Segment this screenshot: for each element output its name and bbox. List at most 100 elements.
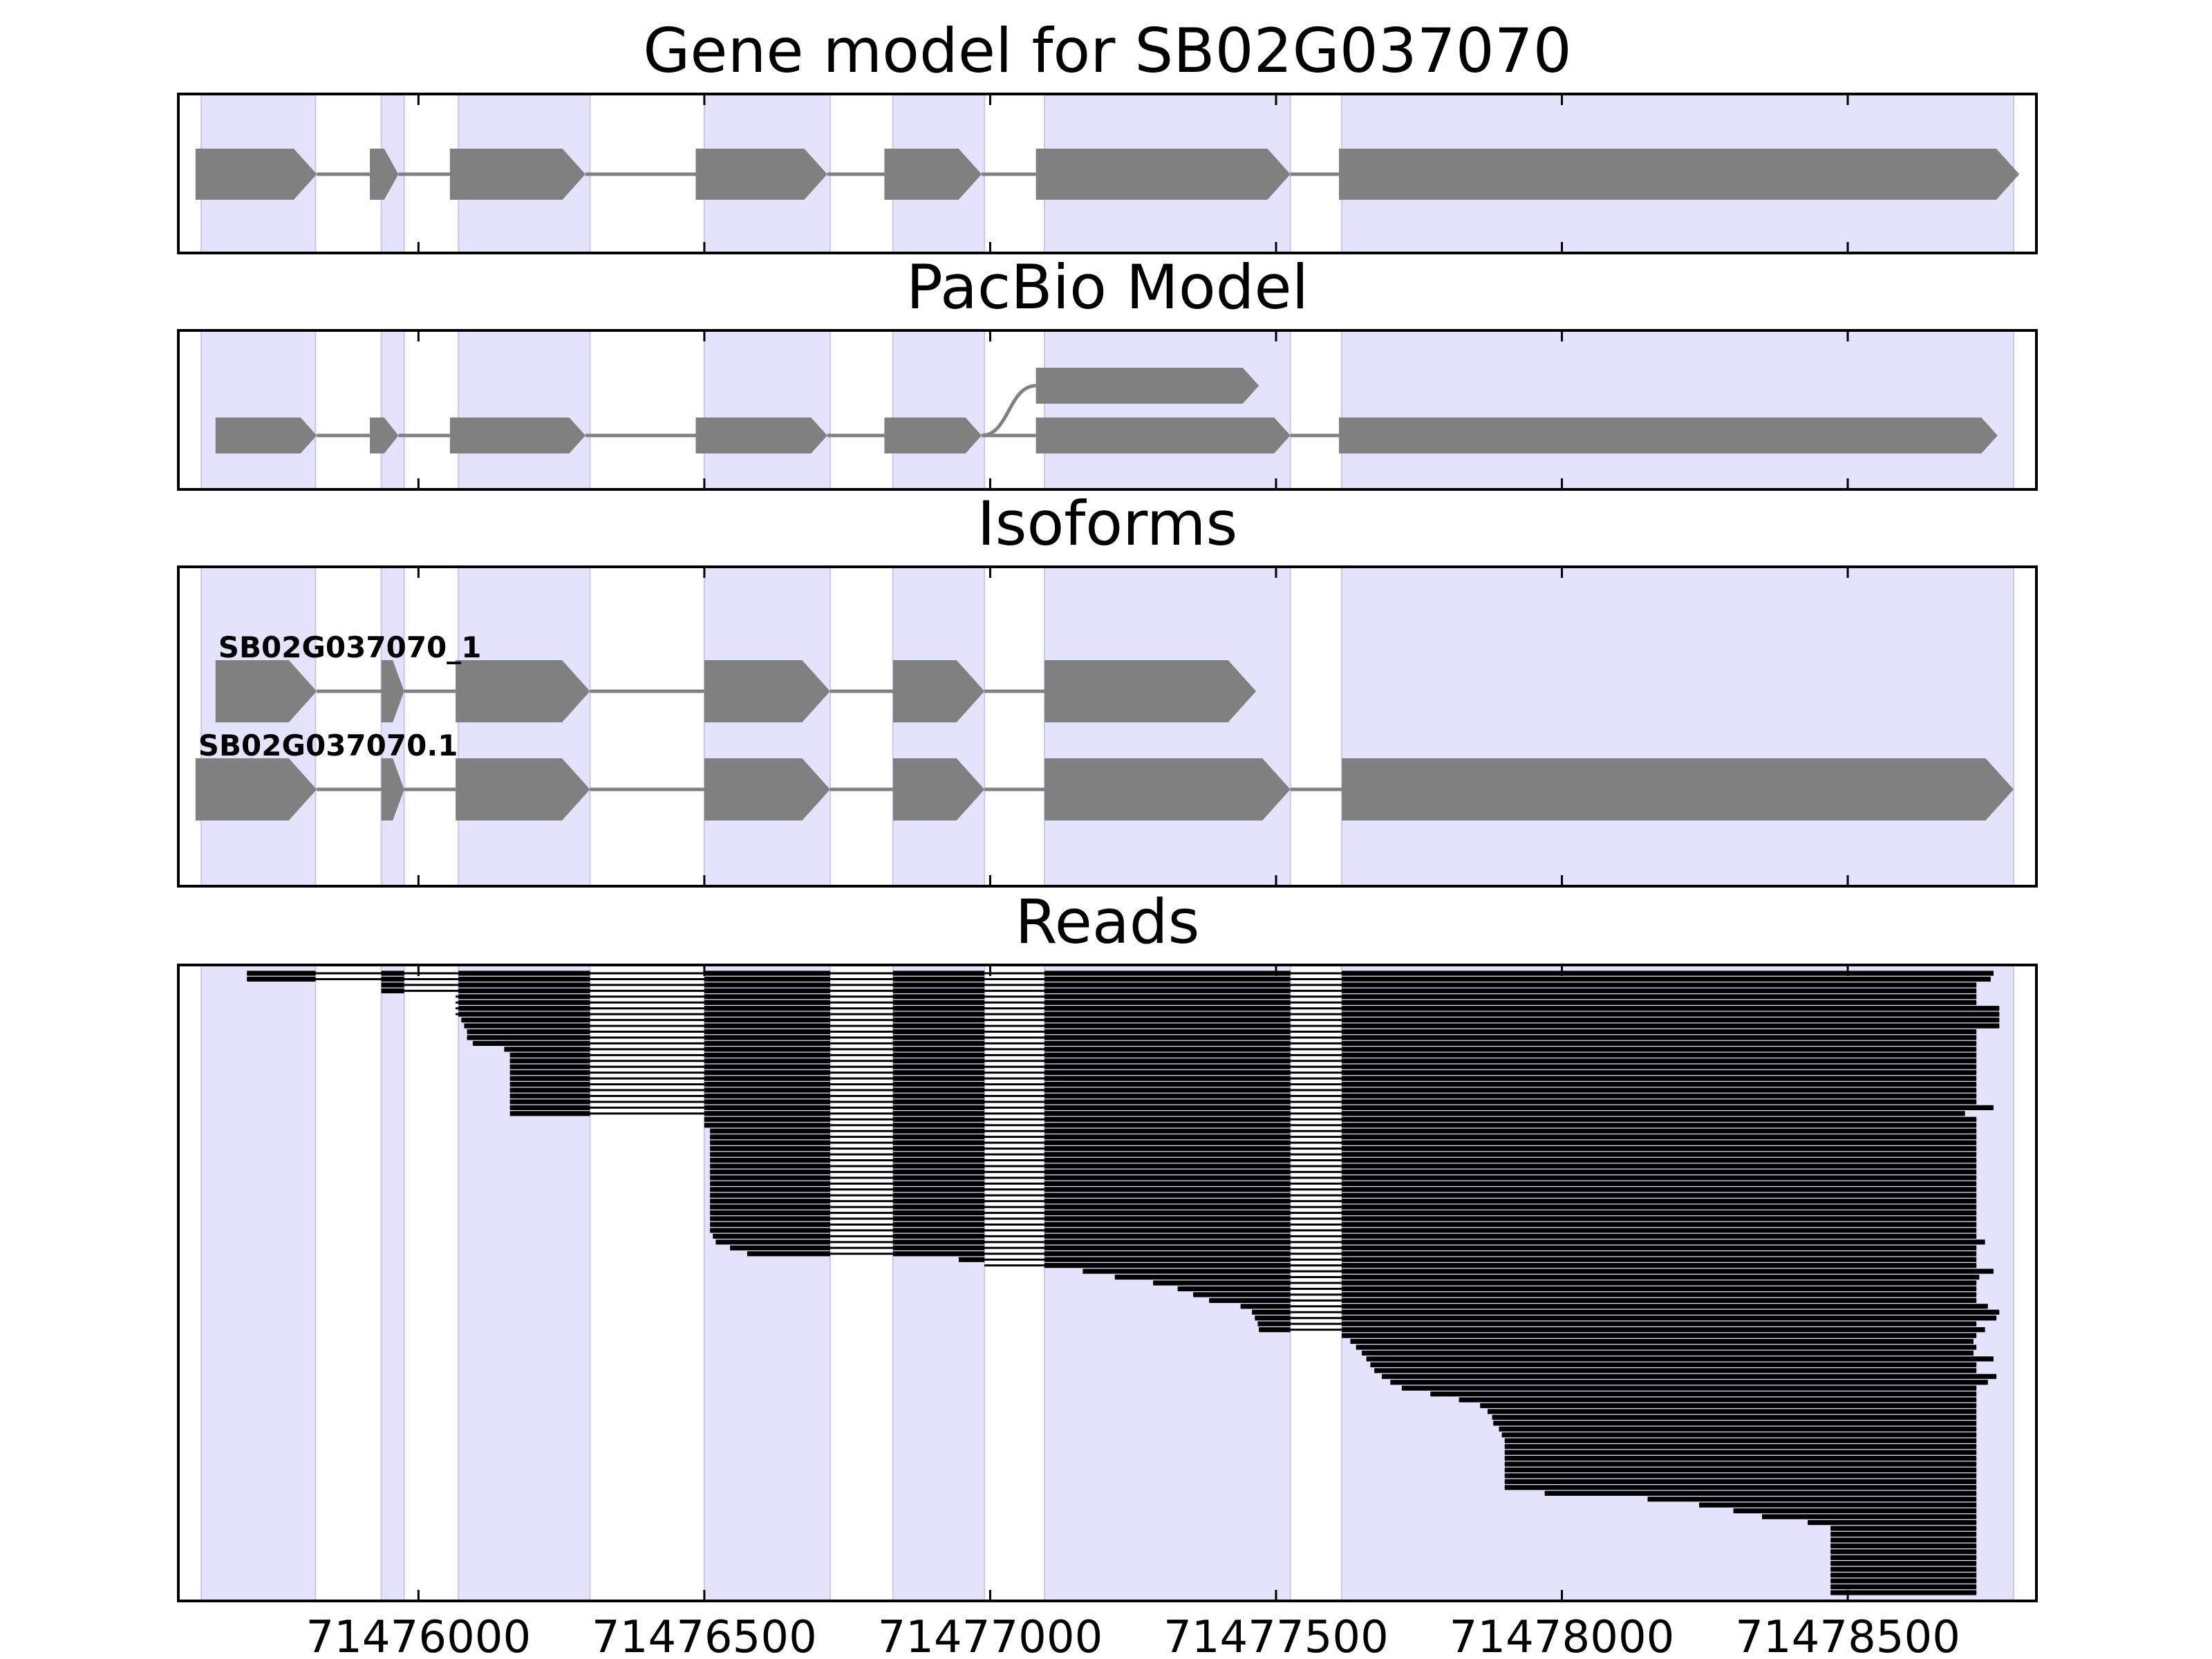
- read: [710, 1140, 1977, 1145]
- read: [710, 1181, 1977, 1186]
- read-block: [1342, 1145, 1977, 1152]
- read-block: [704, 976, 830, 982]
- read-block: [1342, 1251, 1977, 1257]
- exon: [381, 758, 404, 821]
- read-block: [892, 1192, 985, 1198]
- read-block: [1342, 1006, 2000, 1011]
- read-block: [509, 1093, 590, 1099]
- plot-area: [195, 567, 2014, 886]
- read-block: [704, 1023, 830, 1029]
- read-block: [1044, 971, 1291, 976]
- read-block: [1342, 1233, 1977, 1239]
- read-block: [1342, 982, 1977, 988]
- read-block: [1342, 1274, 1980, 1280]
- read-block: [704, 1076, 830, 1081]
- read-block: [1255, 1315, 1291, 1321]
- read: [1504, 1473, 1977, 1479]
- read: [984, 1263, 1977, 1268]
- read-block: [1342, 1140, 1977, 1145]
- read: [713, 1233, 1977, 1239]
- read-block: [892, 1111, 985, 1116]
- read-block: [1504, 1479, 1977, 1484]
- read-block: [704, 982, 830, 988]
- read-block: [509, 1111, 590, 1116]
- read-block: [1459, 1397, 1977, 1403]
- read-block: [1356, 1344, 1977, 1350]
- read-block: [710, 1204, 830, 1210]
- read-block: [1830, 1531, 1977, 1537]
- x-tick-label: 71478000: [1450, 1612, 1675, 1659]
- read-block: [1044, 1251, 1291, 1257]
- isoform-label: SB02G037070.1: [198, 729, 458, 762]
- read: [1504, 1450, 1977, 1455]
- read-block: [704, 1035, 830, 1040]
- isoform-model: [195, 758, 2014, 821]
- read-block: [710, 1163, 830, 1169]
- read-block: [710, 1140, 830, 1145]
- read-block: [1390, 1380, 1988, 1385]
- read: [715, 1239, 1985, 1245]
- exon-region-shading: [1341, 330, 2014, 489]
- read-block: [710, 1187, 830, 1192]
- read: [509, 1052, 1977, 1058]
- read-block: [704, 1000, 830, 1005]
- read: [1830, 1573, 1977, 1578]
- read-block: [1044, 1221, 1291, 1228]
- read-block: [704, 1111, 830, 1116]
- read-block: [892, 1035, 985, 1040]
- read: [1830, 1555, 1977, 1560]
- read: [710, 1210, 1977, 1216]
- read: [747, 1251, 1977, 1257]
- read-block: [1114, 1274, 1291, 1280]
- read-block: [1044, 1199, 1291, 1204]
- read-block: [1044, 1099, 1291, 1105]
- read-block: [1044, 1040, 1291, 1047]
- read: [456, 994, 1977, 1000]
- read-block: [1044, 1233, 1291, 1239]
- read-block: [1342, 1011, 2000, 1017]
- read: [467, 1029, 1977, 1035]
- read-block: [1830, 1573, 1977, 1578]
- read-block: [892, 1058, 985, 1064]
- read-block: [1044, 1152, 1291, 1157]
- read-block: [458, 1006, 590, 1011]
- read-block: [1342, 1286, 1977, 1292]
- isoform-label: SB02G037070_1: [218, 630, 482, 664]
- read-block: [892, 1152, 985, 1157]
- exon: [1338, 418, 1998, 453]
- exon: [215, 418, 317, 453]
- read: [461, 1018, 2000, 1023]
- read: [1504, 1438, 1977, 1443]
- read: [1114, 1274, 1980, 1280]
- panel-frame: [177, 565, 2038, 888]
- read: [958, 1257, 1977, 1262]
- read: [1082, 1268, 1994, 1274]
- read-block: [892, 1228, 985, 1233]
- read-block: [1342, 994, 1977, 1000]
- read: [1257, 1321, 1977, 1327]
- exon: [456, 758, 590, 821]
- read-block: [1044, 1257, 1291, 1262]
- read-block: [892, 1157, 985, 1163]
- read-block: [704, 1070, 830, 1076]
- read-block: [892, 1011, 985, 1017]
- read-block: [464, 1023, 590, 1029]
- read: [1830, 1584, 1977, 1590]
- x-tick-label: 71477000: [878, 1612, 1103, 1659]
- panel-4: Reads: [177, 886, 2038, 1602]
- read: [1493, 1421, 1977, 1426]
- read: [509, 1064, 1977, 1069]
- exon: [884, 149, 982, 200]
- read-block: [892, 1163, 985, 1169]
- read-block: [704, 1011, 830, 1017]
- exon-region-shading: [200, 330, 317, 489]
- read-block: [1830, 1584, 1977, 1590]
- read-block: [1044, 1263, 1291, 1268]
- read-block: [892, 1116, 985, 1122]
- exon-region-shading: [380, 965, 405, 1601]
- read: [464, 1023, 2000, 1029]
- exon: [1044, 660, 1257, 722]
- read: [1362, 1350, 1974, 1356]
- exon: [1035, 368, 1259, 404]
- read: [472, 1040, 1977, 1047]
